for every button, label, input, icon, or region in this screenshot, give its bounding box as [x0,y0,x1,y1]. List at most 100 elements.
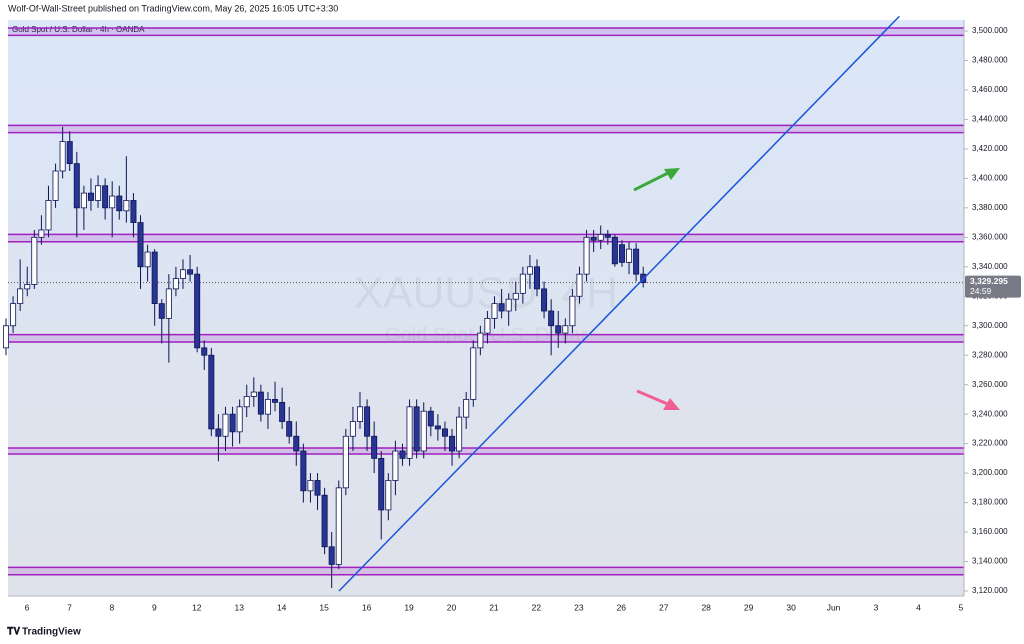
candle-body [569,295,576,327]
candle-body [59,141,66,172]
candle-body [505,298,512,312]
x-tick-label: 9 [152,602,157,612]
x-tick-label: 29 [744,602,754,612]
candle-body [449,435,456,452]
candle-body [590,236,597,241]
candle-body [491,303,498,319]
candle-body [477,332,484,349]
y-tick-label: 3,460.000 [972,85,1008,94]
x-tick-label: 12 [192,602,202,612]
candle-body [470,347,477,400]
y-tick-label: 3,440.000 [972,115,1008,124]
candle-body [463,399,470,418]
candle-body [179,269,186,279]
candle-body [165,288,172,319]
y-tick-label: 3,220.000 [972,439,1008,448]
candle-body [633,248,640,275]
candle-body [519,273,526,294]
zone [8,334,964,342]
candle-body [243,396,250,408]
candle-body [102,185,109,209]
candle-body [541,288,548,312]
x-tick-label: 23 [574,602,584,612]
candle-body [250,391,257,397]
candle-body [229,413,236,433]
candle-body [562,325,569,334]
candle-body [279,401,286,422]
y-tick-label: 3,480.000 [972,56,1008,65]
y-tick-label: 3,400.000 [972,173,1008,182]
y-axis: 3,120.000 3,140.000 3,160.000 3,180.000 3,20… [8,26,1021,595]
x-tick-label: 8 [110,602,115,612]
candle-body [215,428,222,437]
candle-body [194,273,201,349]
candle-body [257,391,264,415]
y-tick-label: 3,500.000 [972,26,1008,35]
x-tick-label: 22 [532,602,542,612]
y-tick-label: 3,140.000 [972,557,1008,566]
candle-body [151,251,158,305]
candles [3,15,900,592]
candle-body [526,266,533,275]
candle-body [10,303,17,327]
candle-body [611,236,618,265]
y-tick-label: 3,120.000 [972,586,1008,595]
candle-body [321,494,328,548]
candle-body [626,248,633,263]
candle-body [413,406,420,452]
candle-body [356,406,363,422]
candle-body [583,236,590,275]
candle-body [456,416,463,452]
candle-body [335,487,342,565]
candle-body [130,200,137,223]
candle-body [534,266,541,290]
candle-body [392,450,399,481]
arrow-down-head [663,398,680,410]
y-tick-label: 3,160.000 [972,527,1008,536]
candle-body [427,410,434,427]
candle-body [378,457,385,511]
x-tick-label: 20 [447,602,457,612]
x-tick-label: 6 [25,602,30,612]
candle-body [52,170,59,201]
y-tick-label: 3,340.000 [972,262,1008,271]
candle-body [158,303,165,319]
y-tick-label: 3,260.000 [972,380,1008,389]
y-tick-label: 3,200.000 [972,468,1008,477]
candle-body [222,413,229,437]
candle-body [66,141,73,165]
candle-body [95,185,102,201]
symbol: Gold Spot / U.S. Dollar · 4h · OANDA [12,25,145,34]
y-tick-label: 3,280.000 [972,350,1008,359]
candle-body [272,399,279,403]
zone [8,567,964,575]
candle-body [512,292,519,300]
candle-body [172,278,179,290]
candle-body [300,450,307,492]
x-tick-label: 15 [319,602,329,612]
candle-body [286,421,293,437]
trendline [338,15,900,592]
candle-body [144,251,151,268]
x-tick-label: Jun [827,602,841,612]
candle-body [293,435,300,452]
candle-body [17,288,24,305]
x-tick-label: 30 [786,602,796,612]
candle-body [548,310,555,327]
candle-body [87,192,94,201]
y-tick-label: 3,360.000 [972,232,1008,241]
footer-logo: TradingView [22,627,81,638]
candle-body [364,406,371,437]
candle-body [3,325,9,349]
candle-body [109,195,116,209]
candle-body [406,406,413,459]
y-tick-label: 3,240.000 [972,409,1008,418]
candle-body [73,163,80,209]
y-tick-label: 3,420.000 [972,144,1008,153]
x-tick-label: 7 [67,602,72,612]
x-tick-label: 14 [277,602,287,612]
x-axis: 6 7 8 9 12 13 14 15 16 19 20 21 22 23 26 27 28 29 30 Jun 3 4 5 [25,602,964,612]
zone [8,125,964,133]
candle-body [38,229,45,238]
